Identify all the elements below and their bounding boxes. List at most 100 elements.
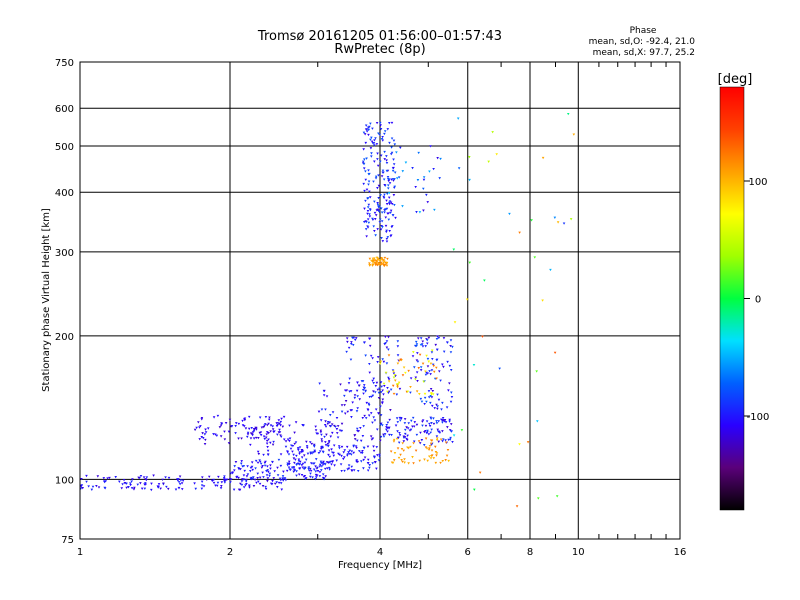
data-point bbox=[228, 478, 232, 481]
data-point bbox=[215, 434, 219, 437]
data-point bbox=[340, 410, 344, 413]
data-point bbox=[555, 495, 559, 498]
data-point bbox=[129, 483, 132, 487]
data-point bbox=[309, 475, 312, 479]
data-point bbox=[419, 397, 423, 401]
data-point bbox=[249, 443, 252, 447]
data-point bbox=[432, 370, 436, 374]
colorbar-ticks: 100 0 -100 bbox=[744, 177, 769, 423]
data-point bbox=[298, 452, 301, 456]
data-point bbox=[350, 450, 354, 453]
data-point bbox=[389, 450, 393, 453]
data-point bbox=[127, 486, 130, 489]
data-point bbox=[390, 146, 393, 149]
data-point bbox=[364, 228, 368, 231]
data-point bbox=[319, 419, 323, 422]
data-point bbox=[322, 451, 325, 454]
data-point bbox=[281, 479, 285, 482]
data-point bbox=[381, 169, 385, 172]
data-point bbox=[266, 477, 270, 480]
data-point bbox=[166, 487, 170, 491]
data-point bbox=[200, 416, 204, 420]
data-point bbox=[325, 461, 329, 464]
data-point bbox=[282, 415, 286, 419]
data-point bbox=[242, 465, 246, 468]
data-point bbox=[441, 421, 444, 424]
data-point bbox=[91, 485, 95, 489]
data-point bbox=[452, 434, 456, 437]
data-point bbox=[282, 438, 286, 441]
data-point bbox=[437, 398, 441, 402]
data-point bbox=[229, 481, 232, 484]
data-point bbox=[367, 414, 371, 417]
data-point bbox=[344, 400, 348, 403]
data-point bbox=[439, 438, 443, 441]
data-point bbox=[377, 210, 381, 213]
data-point bbox=[407, 462, 410, 465]
data-point bbox=[323, 423, 327, 427]
data-point bbox=[436, 407, 439, 411]
data-point bbox=[217, 475, 220, 479]
data-point bbox=[436, 348, 439, 351]
chart-subtitle: RwPretec (8p) bbox=[334, 42, 425, 57]
data-point bbox=[396, 384, 399, 387]
data-point bbox=[314, 425, 317, 428]
data-point bbox=[305, 440, 308, 444]
data-point bbox=[336, 436, 340, 439]
data-point bbox=[328, 421, 332, 424]
data-point bbox=[368, 264, 372, 267]
data-point bbox=[80, 485, 83, 488]
data-point bbox=[174, 488, 178, 491]
data-point bbox=[430, 422, 433, 425]
data-point bbox=[293, 461, 296, 465]
data-point bbox=[382, 360, 386, 364]
data-point bbox=[287, 460, 291, 463]
data-point bbox=[418, 459, 422, 463]
data-point bbox=[370, 155, 373, 158]
data-point bbox=[365, 157, 368, 160]
data-point bbox=[324, 444, 328, 447]
data-point bbox=[451, 345, 454, 349]
data-point bbox=[385, 362, 389, 365]
data-point bbox=[381, 389, 384, 392]
data-point bbox=[426, 429, 429, 433]
data-point bbox=[339, 383, 342, 386]
data-point bbox=[391, 225, 394, 228]
data-point bbox=[350, 453, 353, 456]
data-point bbox=[265, 470, 268, 473]
data-point bbox=[346, 340, 349, 344]
x-tick-label: 4 bbox=[377, 547, 383, 558]
data-point bbox=[483, 279, 486, 282]
data-point bbox=[291, 445, 295, 448]
colorbar-tick-label: -100 bbox=[747, 412, 770, 423]
data-point bbox=[271, 479, 274, 483]
data-point bbox=[446, 426, 449, 429]
data-point bbox=[372, 144, 376, 147]
data-point bbox=[303, 454, 306, 457]
data-point bbox=[428, 447, 431, 450]
data-point bbox=[383, 193, 386, 196]
data-point bbox=[80, 487, 83, 490]
data-point bbox=[327, 441, 331, 444]
data-point bbox=[383, 158, 387, 161]
data-point bbox=[258, 460, 262, 464]
data-point bbox=[288, 439, 291, 443]
data-point bbox=[248, 484, 251, 488]
data-point bbox=[366, 206, 370, 209]
data-point bbox=[433, 208, 436, 212]
data-point bbox=[382, 435, 386, 438]
data-point bbox=[347, 464, 351, 467]
data-point bbox=[267, 438, 270, 441]
data-point bbox=[368, 215, 372, 218]
data-point bbox=[364, 354, 367, 357]
data-point bbox=[234, 432, 237, 435]
data-point bbox=[279, 435, 283, 438]
x-tick-label: 16 bbox=[674, 547, 687, 558]
data-point bbox=[435, 435, 439, 438]
data-point bbox=[430, 428, 433, 431]
stats-line-x: mean, sd,X: 97.7, 25.2 bbox=[593, 48, 695, 58]
data-point bbox=[411, 456, 414, 459]
data-point bbox=[435, 437, 439, 440]
data-point bbox=[281, 475, 285, 478]
data-point bbox=[380, 237, 383, 240]
